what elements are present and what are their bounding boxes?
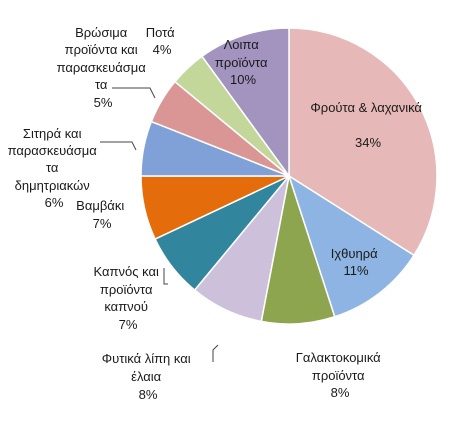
slice-label-loipa: Λοιπα προϊόντα 10% <box>215 37 271 87</box>
slice-label-galaktokomika: Γαλακτοκομικά προϊόντα 8% <box>296 350 385 400</box>
leader-line-sitira <box>100 141 137 151</box>
leader-lines <box>100 87 219 362</box>
slice-label-frouta: Φρούτα & λαχανικά 34% <box>310 100 425 150</box>
slice-label-pota: Ποτά 4% <box>146 25 179 57</box>
pie-slice-0 <box>288 27 438 257</box>
slice-label-fytika: Φυτικά λίπη και έλαια 8% <box>102 351 195 402</box>
slice-label-vamvaki: Βαμβάκι 7% <box>76 198 128 231</box>
pie-slice-1 <box>287 174 415 318</box>
pie-slices <box>140 27 438 325</box>
slice-label-vrosima: Βρώσιμα προϊόντα και παρασκευάσμα τα 5% <box>57 25 150 110</box>
leader-line-kapnos <box>163 268 168 285</box>
slice-label-ichthyira: Ιχθυηρά 11% <box>331 246 382 278</box>
slice-label-kapnos: Καπνός και προϊόντα καπνού 7% <box>94 264 163 332</box>
leader-line-vrosima <box>112 87 156 99</box>
leader-line-fytika <box>212 344 219 362</box>
slice-label-sitira: Σιτηρά και παρασκευάσμα τα δημητριακών 6… <box>8 126 101 210</box>
pie-slice-9 <box>200 27 290 179</box>
